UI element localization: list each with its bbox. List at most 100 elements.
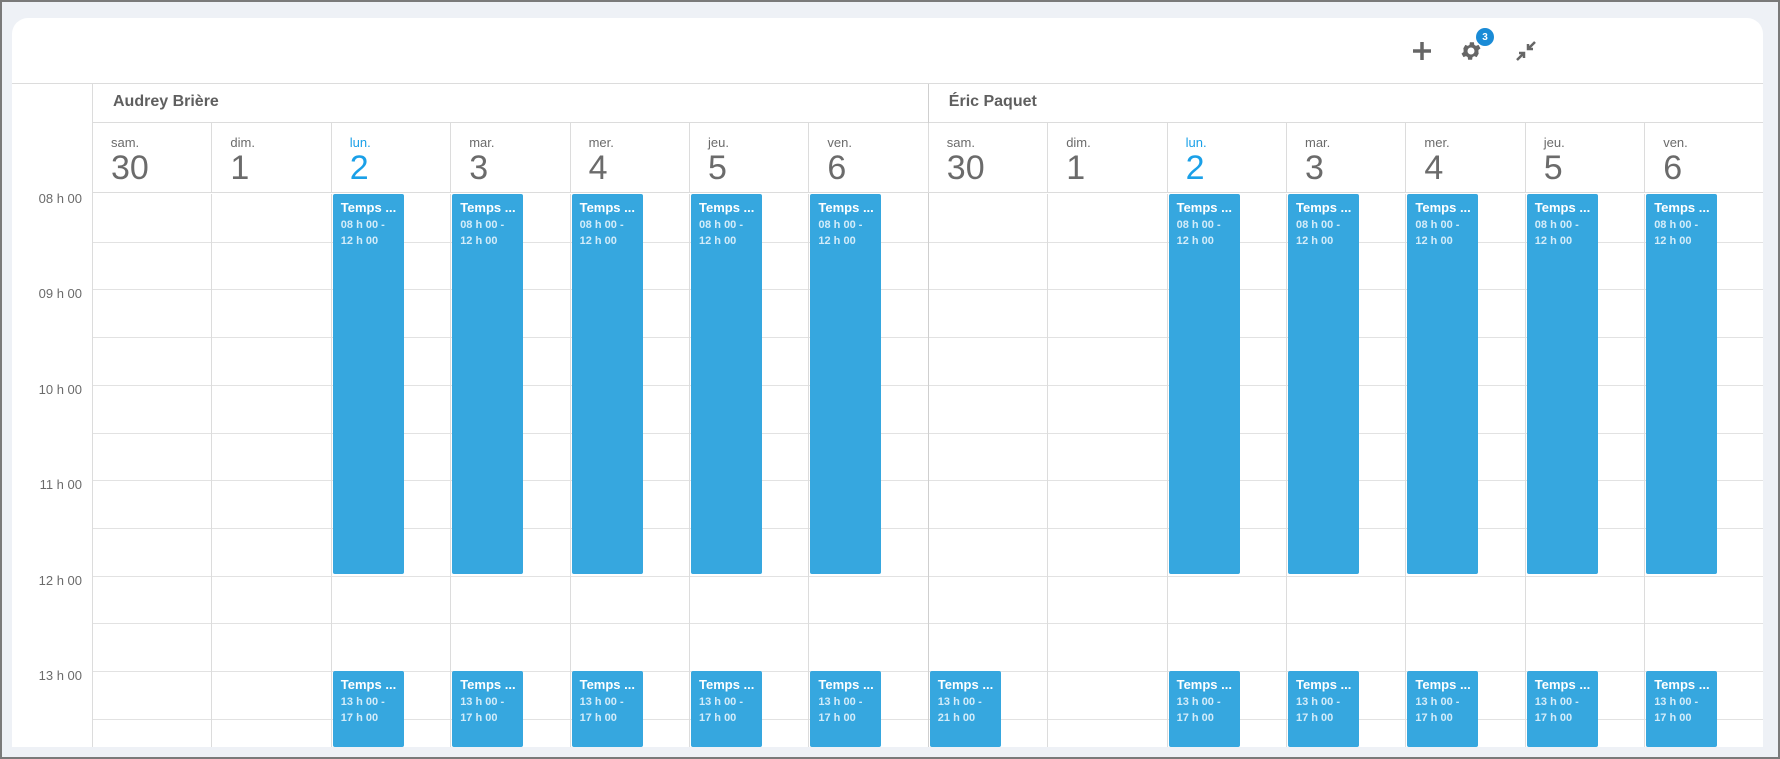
day-number: 2: [1185, 149, 1205, 187]
day-header[interactable]: lun. 2: [332, 123, 452, 193]
day-header[interactable]: lun. 2: [1168, 123, 1287, 193]
event-time: 13 h 00 -17 h 00: [1295, 696, 1341, 724]
day-header-row: sam. 30 dim. 1 lun. 2 mar. 3 mer. 4 jeu. 5 ven. 6: [928, 123, 1763, 193]
day-header[interactable]: mar. 3: [1287, 123, 1407, 193]
event-title: Temps ...: [699, 677, 755, 692]
add-button[interactable]: [1405, 34, 1439, 68]
event-block[interactable]: Temps ... 08 h 00 -12 h 00: [571, 194, 643, 574]
day-number: 4: [588, 149, 608, 187]
day-name: sam.: [111, 135, 140, 150]
event-end: 17 h 00: [699, 712, 737, 724]
collapse-button[interactable]: [1509, 34, 1543, 68]
event-end: 17 h 00: [579, 712, 617, 724]
time-label: 08 h 00: [38, 191, 82, 206]
event-block[interactable]: Temps ... 08 h 00 -12 h 00: [1646, 194, 1718, 574]
day-header[interactable]: sam. 30: [93, 123, 213, 193]
day-number: 5: [708, 149, 727, 187]
event-title: Temps ...: [579, 677, 635, 692]
column-divider: [211, 194, 213, 747]
settings-button[interactable]: 3: [1454, 28, 1494, 68]
event-block[interactable]: Temps ... 08 h 00 -12 h 00: [1526, 194, 1598, 574]
event-block[interactable]: Temps ... 13 h 00 -17 h 00: [691, 671, 762, 747]
column-divider: [1405, 194, 1407, 747]
event-end: 17 h 00: [1654, 712, 1692, 724]
day-number: 3: [469, 149, 489, 187]
event-start: 08 h 00: [340, 219, 379, 231]
event-time: 08 h 00 -12 h 00: [1415, 219, 1460, 247]
event-start: 13 h 00: [340, 696, 379, 708]
event-block[interactable]: Temps ... 08 h 00 -12 h 00: [1407, 194, 1479, 574]
event-start: 13 h 00: [579, 696, 617, 708]
event-block[interactable]: Temps ... 08 h 00 -12 h 00: [1287, 194, 1359, 574]
event-block[interactable]: Temps ... 08 h 00 -12 h 00: [332, 194, 404, 574]
event-block[interactable]: Temps ... 13 h 00 -17 h 00: [1407, 671, 1479, 747]
event-time: 08 h 00 -12 h 00: [1176, 219, 1221, 247]
event-time: 08 h 00 -12 h 00: [340, 219, 385, 247]
event-block[interactable]: Temps ... 13 h 00 -17 h 00: [1168, 671, 1240, 747]
event-end: 12 h 00: [1176, 235, 1214, 247]
event-start: 13 h 00: [1176, 696, 1214, 708]
column-divider: [1285, 194, 1287, 747]
person-column: Audrey Brière sam. 30 dim. 1 lun. 2 mar. 3 mer. 4 j…: [93, 84, 929, 747]
day-name: ven.: [1663, 135, 1688, 150]
time-label: 10 h 00: [38, 381, 82, 397]
day-header[interactable]: dim. 1: [212, 123, 332, 193]
day-name: mar.: [1304, 135, 1331, 150]
event-start: 08 h 00: [460, 219, 498, 231]
event-time: 13 h 00 -21 h 00: [937, 696, 982, 724]
grid-line: [928, 623, 1763, 625]
event-end: 12 h 00: [1415, 235, 1453, 247]
event-block[interactable]: Temps ... 13 h 00 -17 h 00: [332, 671, 404, 747]
event-block[interactable]: Temps ... 13 h 00 -17 h 00: [452, 671, 524, 747]
event-title: Temps ...: [818, 677, 874, 692]
event-start: 13 h 00: [460, 696, 498, 708]
toolbar: 3: [12, 18, 1763, 84]
event-block[interactable]: Temps ... 13 h 00 -17 h 00: [1646, 671, 1718, 747]
person-name: Éric Paquet: [928, 84, 1763, 123]
event-block[interactable]: Temps ... 13 h 00 -21 h 00: [929, 671, 1001, 747]
event-time: 08 h 00 -12 h 00: [579, 219, 624, 247]
event-block[interactable]: Temps ... 13 h 00 -17 h 00: [571, 671, 643, 747]
event-block[interactable]: Temps ... 08 h 00 -12 h 00: [1168, 194, 1240, 574]
day-header[interactable]: ven. 6: [809, 123, 929, 193]
event-start: 13 h 00: [1534, 696, 1573, 708]
schedule-body: Temps ... 08 h 00 -12 h 00 Temps ... 13 h 0…: [93, 194, 928, 747]
day-header[interactable]: dim. 1: [1048, 123, 1168, 193]
event-title: Temps ...: [1654, 200, 1710, 215]
event-title: Temps ...: [1534, 200, 1591, 215]
event-block[interactable]: Temps ... 13 h 00 -17 h 00: [1526, 671, 1598, 747]
day-name: mer.: [588, 135, 614, 150]
event-block[interactable]: Temps ... 08 h 00 -12 h 00: [810, 194, 882, 574]
column-divider: [1524, 194, 1526, 747]
event-time: 08 h 00 -12 h 00: [818, 219, 863, 247]
event-time: 13 h 00 -17 h 00: [699, 696, 744, 724]
event-block[interactable]: Temps ... 13 h 00 -17 h 00: [1287, 671, 1359, 747]
event-start: 08 h 00: [579, 219, 617, 231]
event-title: Temps ...: [1415, 677, 1471, 692]
event-start: 08 h 00: [818, 219, 856, 231]
time-label: 12 h 00: [38, 572, 82, 588]
event-end: 17 h 00: [1415, 712, 1453, 724]
day-name: mar.: [469, 135, 495, 150]
event-block[interactable]: Temps ... 08 h 00 -12 h 00: [452, 194, 524, 574]
event-title: Temps ...: [818, 200, 874, 215]
collapse-arrows-icon: [1516, 41, 1536, 61]
event-block[interactable]: Temps ... 13 h 00 -17 h 00: [810, 671, 882, 747]
day-header[interactable]: mar. 3: [451, 123, 571, 193]
day-header-row: sam. 30 dim. 1 lun. 2 mar. 3 mer. 4 jeu. 5 ven. 6: [93, 123, 929, 193]
event-block[interactable]: Temps ... 08 h 00 -12 h 00: [691, 194, 762, 574]
event-time: 08 h 00 -12 h 00: [699, 219, 744, 247]
day-header[interactable]: jeu. 5: [690, 123, 810, 193]
event-time: 08 h 00 -12 h 00: [1654, 219, 1699, 247]
day-name: sam.: [946, 135, 975, 150]
grid-line: [928, 575, 1763, 577]
day-header[interactable]: jeu. 5: [1526, 123, 1646, 193]
day-header[interactable]: mer. 4: [571, 123, 690, 193]
day-header[interactable]: sam. 30: [929, 123, 1049, 193]
day-header[interactable]: ven. 6: [1645, 123, 1763, 193]
event-start: 08 h 00: [1654, 219, 1692, 231]
plus-icon: [1413, 42, 1431, 60]
column-divider: [1047, 194, 1049, 747]
time-label: 09 h 00: [38, 286, 82, 302]
day-header[interactable]: mer. 4: [1406, 123, 1526, 193]
